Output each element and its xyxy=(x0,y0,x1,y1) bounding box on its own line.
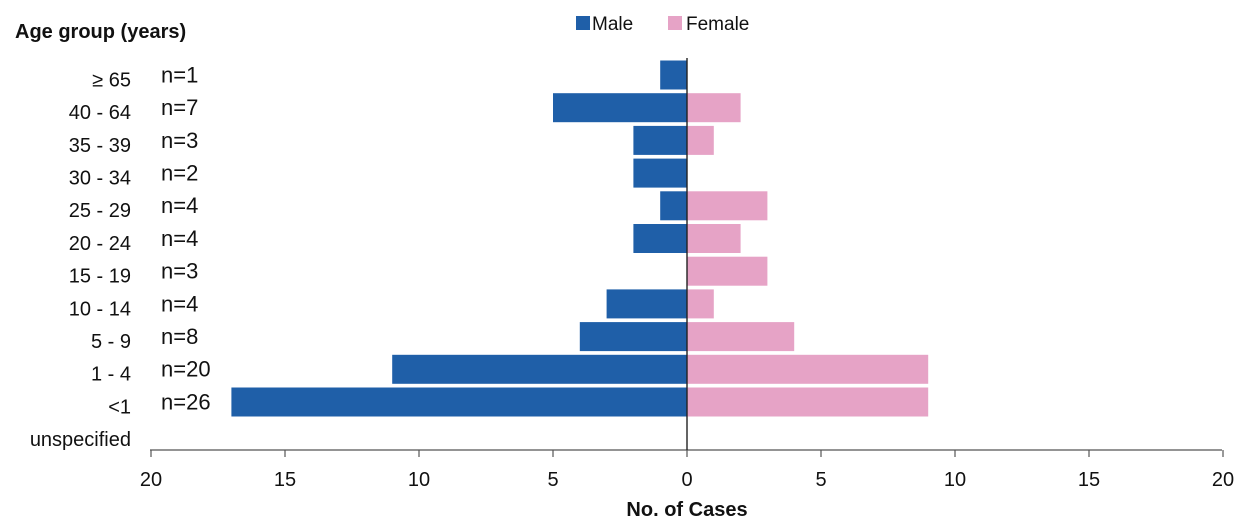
legend-label-male: Male xyxy=(592,14,633,35)
n-label-7: n=4 xyxy=(161,291,198,316)
bar-female-9 xyxy=(687,355,928,384)
bar-male-8 xyxy=(580,322,687,351)
bar-male-2 xyxy=(633,126,687,155)
bar-female-5 xyxy=(687,224,741,253)
bar-female-8 xyxy=(687,322,794,351)
n-label-10: n=26 xyxy=(161,389,211,414)
category-label-6: 15 - 19 xyxy=(69,266,131,288)
category-label-1: 40 - 64 xyxy=(69,102,131,124)
legend-swatch-male xyxy=(576,16,590,30)
category-label-5: 20 - 24 xyxy=(69,233,131,255)
n-label-4: n=4 xyxy=(161,193,198,218)
legend: Male Female xyxy=(576,14,749,35)
bar-male-7 xyxy=(607,289,687,318)
bar-male-3 xyxy=(633,159,687,188)
category-label-3: 30 - 34 xyxy=(69,167,131,189)
x-tick-label-4: 0 xyxy=(681,469,692,491)
n-label-1: n=7 xyxy=(161,95,198,120)
bar-male-10 xyxy=(231,388,687,417)
x-tick-label-0: 20 xyxy=(140,469,162,491)
x-tick-label-2: 10 xyxy=(408,469,430,491)
bar-male-4 xyxy=(660,191,687,220)
x-tick-label-6: 10 xyxy=(944,469,966,491)
x-tick-label-1: 15 xyxy=(274,469,296,491)
legend-swatch-female xyxy=(668,16,682,30)
x-axis-title: No. of Cases xyxy=(626,499,747,521)
x-tick-label-8: 20 xyxy=(1212,469,1234,491)
n-label-6: n=3 xyxy=(161,259,198,284)
category-label-10: <1 xyxy=(108,396,131,418)
category-label-0: ≥ 65 xyxy=(92,69,131,91)
legend-label-female: Female xyxy=(686,14,749,35)
category-labels: ≥ 65 40 - 64 35 - 39 30 - 34 25 - 29 20 - 24 1… xyxy=(30,69,131,451)
n-label-5: n=4 xyxy=(161,226,198,251)
n-label-9: n=20 xyxy=(161,357,211,382)
bar-male-9 xyxy=(392,355,687,384)
n-label-0: n=1 xyxy=(161,62,198,87)
x-tick-label-5: 5 xyxy=(815,469,826,491)
bar-male-5 xyxy=(633,224,687,253)
bar-female-7 xyxy=(687,289,714,318)
n-label-3: n=2 xyxy=(161,160,198,185)
bar-male-0 xyxy=(660,61,687,90)
category-label-7: 10 - 14 xyxy=(69,298,131,320)
bar-female-1 xyxy=(687,93,741,122)
bars-group xyxy=(231,61,928,417)
category-label-2: 35 - 39 xyxy=(69,135,131,157)
x-tick-label-3: 5 xyxy=(547,469,558,491)
bar-female-10 xyxy=(687,388,928,417)
bar-male-1 xyxy=(553,93,687,122)
n-label-8: n=8 xyxy=(161,324,198,349)
bar-female-6 xyxy=(687,257,767,286)
bar-female-2 xyxy=(687,126,714,155)
x-tick-label-7: 15 xyxy=(1078,469,1100,491)
category-label-9: 1 - 4 xyxy=(91,364,131,386)
n-labels: n=1 n=7 n=3 n=2 n=4 n=4 n=3 n=4 n=8 n=20 n=26 xyxy=(161,62,211,414)
n-label-2: n=3 xyxy=(161,128,198,153)
x-axis-ticks: 20 15 10 5 0 5 10 15 20 xyxy=(140,450,1234,491)
bar-female-4 xyxy=(687,191,767,220)
y-axis-title: Age group (years) xyxy=(15,21,186,43)
category-label-8: 5 - 9 xyxy=(91,331,131,353)
category-label-4: 25 - 29 xyxy=(69,200,131,222)
category-label-11: unspecified xyxy=(30,429,131,451)
